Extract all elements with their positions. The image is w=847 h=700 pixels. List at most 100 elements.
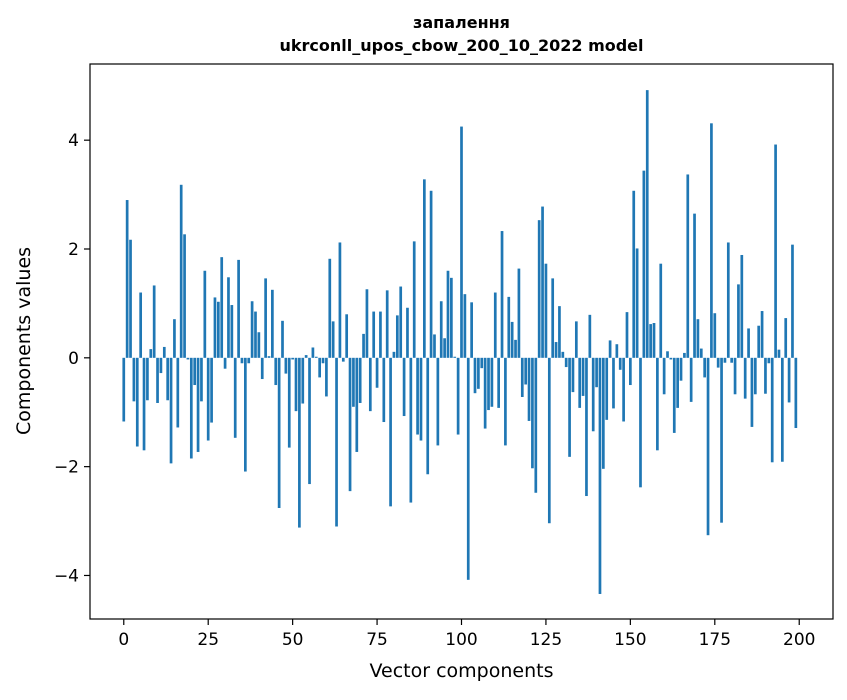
bar <box>301 357 305 404</box>
bar <box>314 356 318 358</box>
x-tick-label: 50 <box>282 630 304 650</box>
bar <box>284 357 288 374</box>
bar <box>480 357 484 369</box>
bar <box>473 357 477 394</box>
y-tick-label: 0 <box>68 349 79 369</box>
bar <box>325 357 328 397</box>
bar <box>287 357 291 448</box>
bar <box>780 357 784 462</box>
bar <box>146 357 149 401</box>
bar <box>139 292 143 358</box>
bar <box>395 315 399 358</box>
bar <box>318 357 321 378</box>
bar <box>135 357 139 447</box>
y-tick-label: 4 <box>68 131 79 151</box>
bar <box>456 357 460 435</box>
bar <box>672 357 676 433</box>
bar <box>703 357 707 378</box>
bar <box>409 357 413 503</box>
bar <box>753 357 757 395</box>
bar <box>568 357 571 457</box>
bar <box>699 348 703 358</box>
bar <box>639 357 642 488</box>
bar <box>784 318 788 358</box>
bar <box>368 357 372 412</box>
bar <box>635 248 639 358</box>
bar <box>598 357 602 594</box>
bar <box>402 357 406 417</box>
bar <box>622 357 625 422</box>
bar <box>412 241 416 358</box>
bar <box>206 357 210 441</box>
bar <box>578 357 582 408</box>
bar <box>304 355 308 358</box>
bar <box>338 242 342 358</box>
bar <box>443 338 446 358</box>
bar <box>591 357 595 432</box>
bar <box>686 174 690 358</box>
x-tick-label: 0 <box>118 630 129 650</box>
bar <box>257 332 261 358</box>
bar <box>213 297 217 358</box>
bar <box>389 357 392 507</box>
bar <box>720 357 723 523</box>
bar <box>571 357 575 393</box>
bar <box>173 319 176 358</box>
bar <box>450 277 453 358</box>
bar <box>358 357 362 403</box>
bar <box>267 356 271 358</box>
bar <box>615 344 619 358</box>
bar <box>223 357 227 369</box>
bar <box>510 321 514 358</box>
bar <box>460 126 463 358</box>
bar <box>186 357 190 360</box>
bar <box>466 357 470 580</box>
bar <box>271 289 274 358</box>
bar <box>787 357 791 403</box>
bar <box>132 357 136 402</box>
bar <box>142 357 146 451</box>
bar <box>659 263 663 358</box>
bar <box>564 357 568 368</box>
bar <box>794 357 798 429</box>
x-tick-label: 100 <box>445 630 477 650</box>
bar <box>179 184 183 358</box>
bar <box>656 357 659 451</box>
bar <box>733 357 737 395</box>
bar <box>152 285 156 358</box>
bar <box>487 357 490 411</box>
bar <box>618 357 622 370</box>
x-axis-ticks: 0 25 50 75 100 125 150 175 200 <box>118 619 815 650</box>
bar <box>416 357 419 435</box>
bar <box>544 263 548 358</box>
bar <box>311 347 315 358</box>
bar <box>767 357 771 364</box>
bar <box>372 311 376 358</box>
bar <box>335 357 338 527</box>
bar <box>433 334 436 358</box>
bar <box>149 349 153 358</box>
bar <box>730 357 734 363</box>
bar <box>760 311 764 358</box>
bar <box>216 301 220 358</box>
bar <box>581 357 585 396</box>
bar <box>504 357 507 446</box>
y-tick-label: 2 <box>68 240 79 260</box>
bar <box>791 244 794 358</box>
bar <box>244 357 247 472</box>
bar <box>601 357 605 469</box>
bar <box>507 296 511 358</box>
bar <box>237 259 240 358</box>
bar <box>764 357 767 394</box>
bar <box>585 357 588 497</box>
bar <box>348 357 352 492</box>
bar <box>220 257 224 358</box>
bar <box>399 286 403 358</box>
bar <box>200 357 203 402</box>
x-tick-label: 75 <box>366 630 388 650</box>
bar <box>537 220 541 358</box>
bar <box>156 357 159 403</box>
bar <box>308 357 311 485</box>
